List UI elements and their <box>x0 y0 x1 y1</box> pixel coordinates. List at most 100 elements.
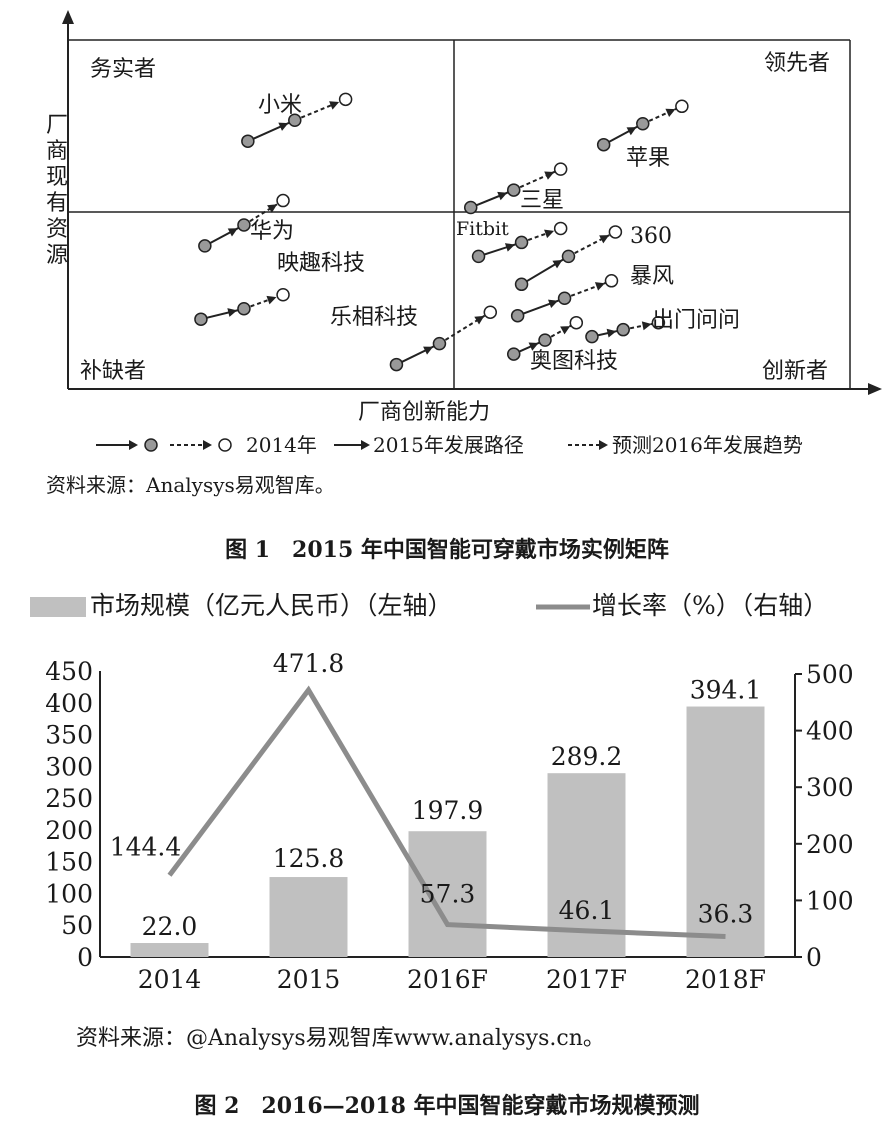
category-label: 2015 <box>277 965 341 994</box>
right-tick-label: 300 <box>806 773 854 802</box>
legend-2014: 2014年 <box>246 433 317 457</box>
bar-value-label: 125.8 <box>273 844 345 873</box>
company-6-arrowhead-2016-icon <box>266 295 277 305</box>
bars <box>130 706 765 957</box>
company-7-point-2015 <box>557 291 572 306</box>
legend-arrowhead-icon <box>361 440 370 450</box>
company-2-arrowhead-2015-icon <box>497 191 508 201</box>
company-5-arrowhead-2015-icon <box>552 259 563 269</box>
legend-bar-label: 市场规模（亿元人民币）（左轴） <box>90 591 453 620</box>
quadrant-label-bottom-right: 创新者 <box>762 359 828 384</box>
line-value-label: 36.3 <box>698 899 754 928</box>
legend-open-circle-icon <box>218 438 232 452</box>
company-9-arrowhead-2016-icon <box>641 321 652 331</box>
company-3-label: 华为 <box>250 219 294 244</box>
right-axis-ticks: 0 100 200 300 400 500 <box>795 660 854 972</box>
company-4-arrowhead-2016-icon <box>544 229 555 239</box>
company-5-label: 360 <box>630 224 672 249</box>
legend-arrowhead-icon <box>599 440 608 450</box>
company-2-arrowhead-2016-icon <box>544 171 555 180</box>
company-4-label: Fitbit <box>456 218 509 240</box>
line-value-label: 144.4 <box>110 832 182 861</box>
quadrant-label-top-left: 务实者 <box>90 57 156 82</box>
company-7-point-2016 <box>604 274 619 288</box>
company-1-point-2016 <box>675 99 689 114</box>
category-label: 2018F <box>685 965 766 994</box>
company-9-label: 出门问问 <box>652 308 740 333</box>
category-label: 2014 <box>138 965 202 994</box>
company-10-point-2016 <box>569 315 584 330</box>
company-7-label: 暴风 <box>630 264 674 289</box>
bar-2015 <box>269 877 348 957</box>
category-label: 2016F <box>407 965 488 994</box>
bar-value-label: 289.2 <box>551 742 623 771</box>
company-9-point-2014 <box>585 329 599 344</box>
company-0-arrowhead-2016-icon <box>329 101 340 110</box>
company-9-point-2015 <box>616 322 630 337</box>
company-10-arrowhead-2015-icon <box>528 342 539 351</box>
right-tick-label: 200 <box>806 830 854 859</box>
company-7-arrowhead-2015-icon <box>548 299 559 309</box>
growth-line <box>167 685 726 939</box>
quadrant-label-top-right: 领先者 <box>764 51 830 76</box>
company-2-point-2016 <box>553 162 568 176</box>
company-4-point-2014 <box>471 249 486 264</box>
left-tick-label: 250 <box>45 784 93 813</box>
company-3-point-2015 <box>237 218 251 232</box>
company-9-arrowhead-2015-icon <box>606 328 617 338</box>
matrix-x-axis-label: 厂商创新能力 <box>358 400 490 425</box>
market-size-chart: 市场规模（亿元人民币）（左轴） 增长率（%）（右轴） 0501001502002… <box>30 591 854 1119</box>
company-2-label: 三星 <box>520 188 564 213</box>
left-tick-label: 300 <box>45 752 93 781</box>
right-tick-label: 500 <box>806 660 854 689</box>
company-0-point-2015 <box>288 113 302 128</box>
left-tick-label: 200 <box>45 816 93 845</box>
y-axis-arrow-icon <box>62 10 74 24</box>
left-tick-label: 100 <box>45 879 93 908</box>
legend-bar-swatch <box>30 597 86 617</box>
bar-figure-title: 图 2 2016—2018 年中国智能穿戴市场规模预测 <box>194 1093 699 1119</box>
left-tick-label: 450 <box>45 657 93 686</box>
company-3-point-2014 <box>198 239 212 253</box>
line-value-label: 57.3 <box>420 880 476 909</box>
company-6-arrowhead-2015-icon <box>227 308 238 317</box>
company-5-point-2014 <box>514 277 529 292</box>
left-tick-label: 400 <box>45 689 93 718</box>
company-1-arrowhead-2015-icon <box>626 127 637 136</box>
company-8-arrowhead-2015-icon <box>423 346 434 355</box>
legend-arrowhead-icon <box>129 440 138 450</box>
category-labels: 2014 2015 2016F 2017F 2018F <box>138 965 766 994</box>
bar-2018F <box>686 706 765 957</box>
legend-2015-path: 2015年发展路径 <box>373 433 524 457</box>
right-tick-label: 100 <box>806 886 854 915</box>
company-5-point-2015 <box>561 249 576 264</box>
legend-arrowhead-icon <box>203 440 212 450</box>
company-7-point-2014 <box>510 308 525 323</box>
company-4-path-2015 <box>478 241 522 258</box>
bar-value-label: 22.0 <box>142 912 198 941</box>
company-7-trend-2016 <box>564 279 612 300</box>
matrix-y-axis-label: 厂商现有资源 <box>46 113 68 268</box>
bar-2014 <box>130 943 209 957</box>
bar-2016F <box>408 831 487 957</box>
bar-source: 资料来源：@Analysys易观智库www.analysys.cn。 <box>76 1026 605 1051</box>
company-7-arrowhead-2016-icon <box>594 282 605 291</box>
company-1-arrowhead-2016-icon <box>665 108 676 117</box>
company-3-point-2016 <box>276 193 290 208</box>
bar-2017F <box>547 773 626 957</box>
company-3-arrowhead-2015-icon <box>227 228 238 237</box>
bar-value-label: 197.9 <box>412 796 484 825</box>
company-4-point-2015 <box>514 235 529 250</box>
company-10-label: 奥图科技 <box>530 349 618 374</box>
matrix-figure-title: 图 1 2015 年中国智能可穿戴市场实例矩阵 <box>225 537 669 563</box>
legend-filled-circle-icon <box>144 438 158 452</box>
line-value-label: 46.1 <box>559 896 615 925</box>
matrix-source: 资料来源：Analysys易观智库。 <box>46 473 335 497</box>
left-tick-label: 50 <box>61 911 93 940</box>
company-6-point-2014 <box>194 312 208 326</box>
left-tick-label: 0 <box>77 943 93 972</box>
company-9-point-2016 <box>651 315 666 330</box>
company-10-point-2015 <box>538 333 552 347</box>
